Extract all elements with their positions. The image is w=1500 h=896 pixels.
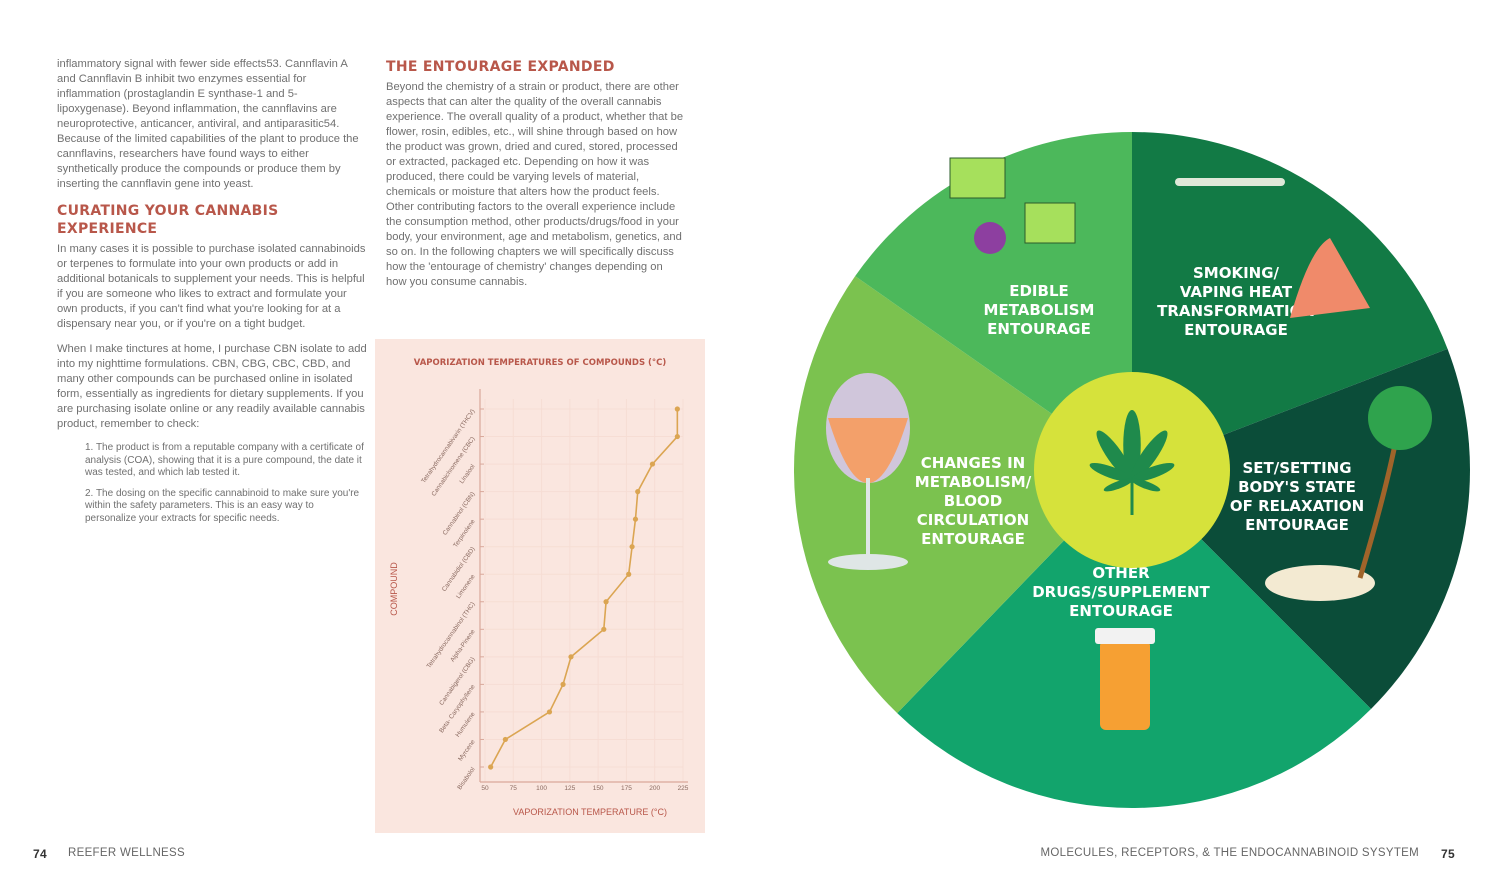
segment-label-line: TRANSFORMATION [1157, 302, 1315, 320]
island-icon [1265, 565, 1375, 601]
y-tick-label: Bisabolol [456, 766, 476, 791]
edible-cube-icon [949, 157, 1006, 199]
running-title-left: REEFER WELLNESS [68, 847, 185, 859]
section-heading: THE ENTOURAGE EXPANDED [386, 59, 615, 75]
segment-label-line: SET/SETTING [1242, 459, 1351, 477]
wine-icon [828, 418, 908, 483]
edible-cube-icon [1024, 202, 1076, 244]
segment-label-line: BODY'S STATE [1238, 478, 1356, 496]
data-point [601, 626, 607, 632]
series-line [489, 409, 679, 768]
leaf-blade [1103, 478, 1133, 492]
segment-label-line: ENTOURAGE [1069, 602, 1173, 620]
wine-stem [866, 478, 870, 558]
y-axis-label: COMPOUND [389, 562, 399, 616]
x-tick-label: 100 [536, 785, 547, 792]
page-number-right: 75 [1441, 847, 1455, 861]
segment-label-line: METABOLISM/ [915, 473, 1032, 491]
hand-lighter-icon [1290, 238, 1370, 318]
segment-label-line: CHANGES IN [921, 454, 1025, 472]
y-tick-label: Humulene [454, 711, 476, 739]
leaf-blade [1131, 478, 1161, 492]
cannabis-leaf-icon [1089, 410, 1175, 515]
middle-column: THE ENTOURAGE EXPANDED Beyond the chemis… [386, 58, 686, 300]
palm-leaves [1368, 386, 1432, 450]
segment-label: SET/SETTING BODY'S STATE OF RELAXATION ENTO… [1230, 459, 1364, 534]
data-point [674, 406, 680, 412]
data-point [632, 516, 639, 522]
segment-label-line: SMOKING/ [1193, 264, 1280, 282]
data-point [603, 599, 609, 605]
x-tick-label: 225 [678, 785, 689, 792]
segment-label-line: CIRCULATION [917, 511, 1029, 529]
y-tick-label: Limonene [455, 573, 477, 600]
pill-bottle-icon [1100, 640, 1150, 730]
data-point [502, 736, 508, 743]
leaf-blade [1096, 430, 1134, 481]
berry-gummy-icon [974, 222, 1006, 254]
chart-title: VAPORIZATION TEMPERATURES OF COMPOUNDS (… [414, 358, 667, 368]
joint-icon [1175, 178, 1285, 186]
segment-label-line: BLOOD [944, 492, 1002, 510]
x-tick-label: 50 [481, 785, 489, 792]
segment-label-line: OF RELAXATION [1230, 497, 1364, 515]
wine-base [828, 554, 908, 570]
segment-label-line: ENTOURAGE [987, 320, 1091, 338]
segment-label-line: METABOLISM [984, 301, 1095, 319]
y-tick-label: Linalool [458, 463, 476, 485]
pill-bottle-cap [1095, 628, 1155, 644]
data-point [635, 489, 641, 495]
data-point [674, 433, 680, 440]
segment-label-line: VAPING HEAT [1180, 283, 1293, 301]
checklist: 1. The product is from a reputable compa… [57, 442, 367, 525]
list-item: 1. The product is from a reputable compa… [85, 442, 364, 478]
data-point [560, 681, 566, 687]
x-tick-label: 125 [564, 785, 575, 792]
vaporization-chart: VAPORIZATION TEMPERATURES OF COMPOUNDS (… [375, 339, 705, 833]
segment-label-line: ENTOURAGE [921, 530, 1025, 548]
data-point [626, 571, 632, 577]
y-tick-label: Myrcene [457, 738, 477, 762]
data-point [488, 764, 494, 770]
intro-paragraph: inflammatory signal with fewer side effe… [57, 58, 359, 190]
page-number-left: 74 [33, 847, 47, 861]
left-column: inflammatory signal with fewer side effe… [57, 57, 367, 533]
entourage-wheel: SMOKING/VAPING HEAT TRANSFORMATION ENTOURA… [794, 132, 1470, 808]
segment-label: CHANGES IN METABOLISM/BLOOD CIRCULATION ENT… [915, 454, 1032, 548]
leaf-stem [1130, 480, 1134, 515]
data-point [629, 544, 635, 550]
segment-label: SMOKING/VAPING HEAT TRANSFORMATION ENTOURA… [1157, 264, 1315, 339]
leaf-blade [1089, 462, 1133, 482]
segment-label: EDIBLE METABOLISM ENTOURAGE [984, 282, 1095, 338]
y-tick-label: Cannabigerol (CBG) [438, 656, 476, 707]
paragraph: Beyond the chemistry of a strain or prod… [386, 81, 684, 288]
x-tick-label: 75 [510, 785, 518, 792]
x-tick-label: 200 [649, 785, 660, 792]
x-axis-label: VAPORIZATION TEMPERATURE (°C) [513, 807, 667, 817]
running-title-right: MOLECULES, RECEPTORS, & THE ENDOCANNABIN… [1040, 847, 1419, 859]
segment-label-line: ENTOURAGE [1184, 321, 1288, 339]
data-point [546, 709, 553, 715]
x-tick-label: 175 [621, 785, 632, 792]
section-heading: CURATING YOUR CANNABIS EXPERIENCE [57, 203, 279, 237]
segment-label: OTHER DRUGS/SUPPLEMENT ENTOURAGE [1032, 564, 1210, 620]
leaf-blade [1130, 430, 1168, 481]
paragraph: In many cases it is possible to purchase… [57, 243, 366, 330]
chart-svg: VAPORIZATION TEMPERATURES OF COMPOUNDS (… [389, 358, 689, 817]
y-tick-label: Cannabidiol (CBD) [441, 546, 477, 593]
segment-label-line: ENTOURAGE [1245, 516, 1349, 534]
segment-label-line: EDIBLE [1009, 282, 1069, 300]
paragraph: When I make tinctures at home, I purchas… [57, 343, 367, 430]
list-item: 2. The dosing on the specific cannabinoi… [85, 487, 360, 524]
wheel-segment [1132, 132, 1448, 470]
segment-label-line: OTHER [1092, 564, 1150, 582]
data-point [568, 654, 574, 660]
leaf-blade [1131, 462, 1175, 482]
segment-label-line: DRUGS/SUPPLEMENT [1032, 583, 1210, 601]
data-point [649, 461, 656, 467]
y-tick-label: Beta- Caryophyllene [438, 683, 477, 734]
x-tick-label: 150 [593, 785, 604, 792]
